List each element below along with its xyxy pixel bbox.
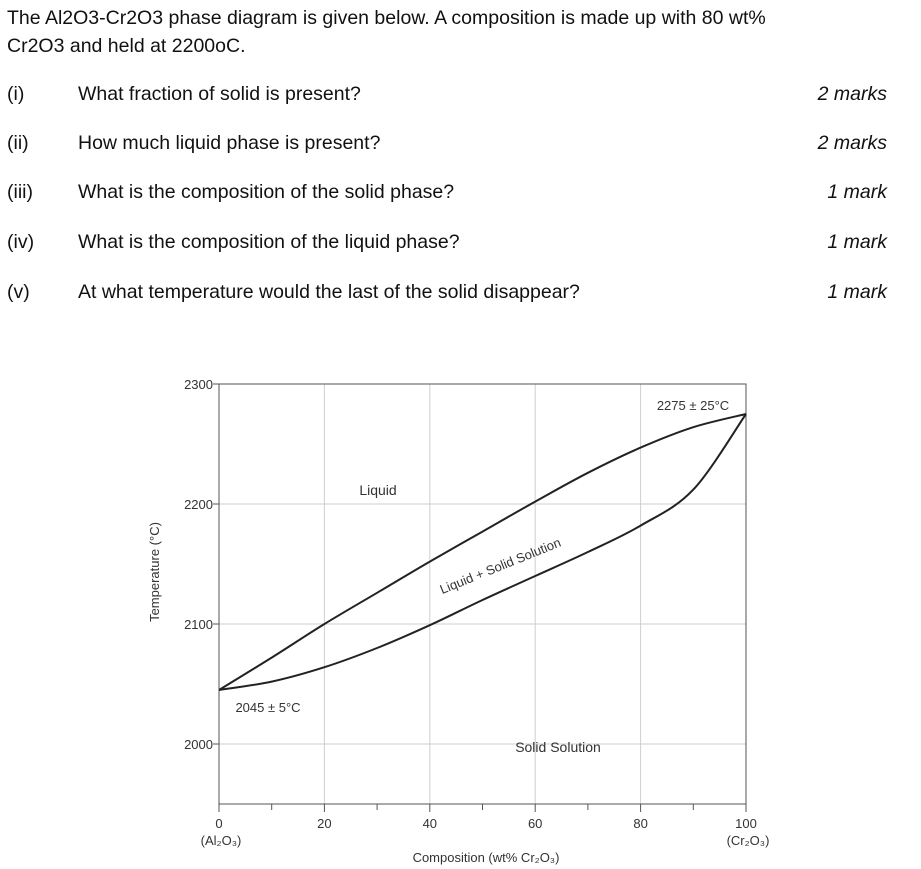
plot-frame [218,383,747,805]
part-number: (ii) [7,132,29,154]
part-text: What is the composition of the liquid ph… [78,231,460,253]
grid [219,384,746,804]
part-number: (iv) [7,231,35,253]
region-label-two-phase: Liquid + Solid Solution [438,535,563,597]
region-label-liquid: Liquid [359,482,396,498]
y-axis-label: Temperature (°C) [147,522,162,622]
x-tick-label: 0 [215,816,222,831]
part-text: At what temperature would the last of th… [78,281,580,303]
part-text: What is the composition of the solid pha… [78,181,455,203]
x-tick-label: 60 [528,816,542,831]
x-tick-label: 80 [633,816,647,831]
x-tick-label: 40 [423,816,437,831]
part-text: What fraction of solid is present? [78,83,361,105]
x-axis-label: Composition (wt% Cr₂O₃) [413,850,560,865]
liquidus-curve [218,413,747,691]
x-tick-label: 100 [735,816,757,831]
part-number: (iii) [7,181,33,203]
solidus-curve [218,413,747,691]
region-label-solid: Solid Solution [515,739,601,755]
part-marks: 2 marks [817,83,887,105]
question-part-4: (iv) What is the composition of the liqu… [0,231,921,259]
y-tick-label: 2300 [184,377,213,392]
question-intro: The Al2O3-Cr2O3 phase diagram is given b… [7,4,917,60]
part-marks: 1 mark [827,181,887,203]
question-part-3: (iii) What is the composition of the sol… [0,181,921,209]
question-part-2: (ii) How much liquid phase is present? 2… [0,132,921,160]
part-marks: 2 marks [817,132,887,154]
y-tick-label: 2100 [184,617,213,632]
part-number: (v) [7,281,30,303]
part-marks: 1 mark [827,281,887,303]
annotation-cr2o3-melting-point: 2275 ± 25°C [657,398,729,413]
x-end-label-left: (Al₂O₃) [201,833,242,848]
x-tick-label: 20 [317,816,331,831]
part-number: (i) [7,83,25,105]
question-part-1: (i) What fraction of solid is present? 2… [0,83,921,111]
x-end-label-right: (Cr₂O₃) [727,833,770,848]
y-tick-label: 2000 [184,737,213,752]
part-text: How much liquid phase is present? [78,132,381,154]
part-marks: 1 mark [827,231,887,253]
question-line-1: The Al2O3-Cr2O3 phase diagram is given b… [7,7,766,29]
y-tick-label: 2200 [184,497,213,512]
question-part-5: (v) At what temperature would the last o… [0,281,921,309]
question-line-2: Cr2O3 and held at 2200oC. [7,35,246,57]
annotation-al2o3-melting-point: 2045 ± 5°C [235,700,300,715]
axis-ticks: 0 20 40 60 80 100 2000 2100 2200 2300 [184,377,757,831]
